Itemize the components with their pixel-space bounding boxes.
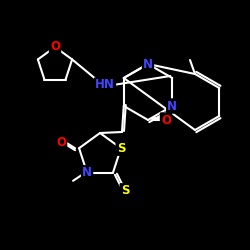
Text: O: O bbox=[50, 40, 60, 54]
Text: N: N bbox=[143, 58, 153, 70]
Text: S: S bbox=[117, 142, 125, 155]
Text: HN: HN bbox=[95, 78, 115, 92]
Text: N: N bbox=[82, 166, 92, 179]
Text: S: S bbox=[121, 184, 129, 197]
Text: O: O bbox=[56, 136, 66, 149]
Text: N: N bbox=[167, 100, 177, 112]
Text: O: O bbox=[161, 114, 171, 126]
